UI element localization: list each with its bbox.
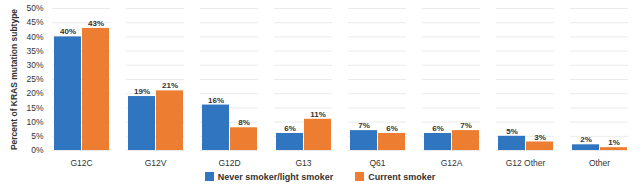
svg-text:G12V: G12V bbox=[145, 158, 167, 168]
svg-text:7%: 7% bbox=[460, 121, 472, 130]
svg-text:10%: 10% bbox=[26, 117, 43, 127]
svg-text:19%: 19% bbox=[134, 87, 150, 96]
svg-text:50%: 50% bbox=[26, 3, 43, 13]
svg-text:Q61: Q61 bbox=[369, 158, 385, 168]
svg-text:8%: 8% bbox=[238, 118, 250, 127]
svg-text:G12D: G12D bbox=[218, 158, 240, 168]
svg-text:Percent of KRAS mutation subty: Percent of KRAS mutation subtype bbox=[9, 9, 19, 150]
svg-text:30%: 30% bbox=[26, 60, 43, 70]
svg-text:20%: 20% bbox=[26, 88, 43, 98]
svg-text:6%: 6% bbox=[284, 124, 296, 133]
svg-text:15%: 15% bbox=[26, 103, 43, 113]
svg-text:45%: 45% bbox=[26, 17, 43, 27]
svg-text:11%: 11% bbox=[310, 110, 326, 119]
svg-text:16%: 16% bbox=[208, 96, 224, 105]
svg-text:2%: 2% bbox=[580, 135, 592, 144]
svg-text:21%: 21% bbox=[162, 81, 178, 90]
svg-text:40%: 40% bbox=[60, 27, 76, 36]
svg-text:6%: 6% bbox=[432, 124, 444, 133]
svg-text:25%: 25% bbox=[26, 74, 43, 84]
svg-text:5%: 5% bbox=[506, 127, 518, 136]
html-text:Never smoker/light smoker: Never smoker/light smoker bbox=[217, 171, 334, 182]
svg-text:7%: 7% bbox=[358, 121, 370, 130]
svg-text:1%: 1% bbox=[608, 138, 620, 147]
svg-text:5%: 5% bbox=[31, 131, 44, 141]
svg-text:Other: Other bbox=[589, 158, 610, 168]
svg-text:35%: 35% bbox=[26, 46, 43, 56]
svg-text:6%: 6% bbox=[386, 124, 398, 133]
svg-text:3%: 3% bbox=[534, 133, 546, 142]
svg-text:G12C: G12C bbox=[70, 158, 92, 168]
html-text:Current smoker: Current smoker bbox=[368, 171, 436, 182]
svg-text:G13: G13 bbox=[295, 158, 311, 168]
svg-text:43%: 43% bbox=[88, 19, 104, 28]
svg-text:G12A: G12A bbox=[441, 158, 463, 168]
svg-text:0%: 0% bbox=[31, 145, 44, 155]
svg-text:G12 Other: G12 Other bbox=[506, 158, 546, 168]
svg-text:40%: 40% bbox=[26, 32, 43, 42]
